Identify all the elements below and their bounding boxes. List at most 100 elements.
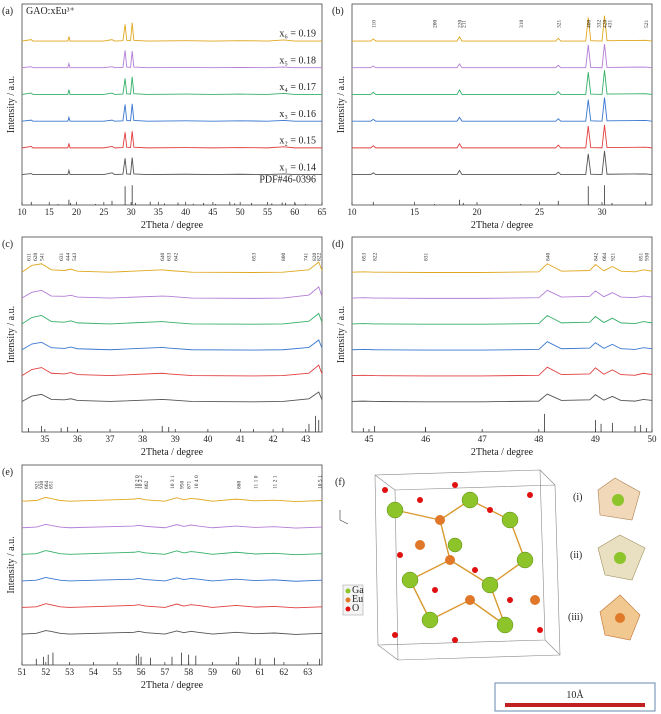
peak-label: 211 <box>461 20 467 28</box>
x-tick-label: 55 <box>263 207 273 217</box>
series-line <box>21 312 323 325</box>
peak-label: 10 5 1 <box>318 475 324 489</box>
x-tick-label: 42 <box>269 434 278 444</box>
series-line <box>351 263 653 273</box>
plot-frame <box>21 464 323 666</box>
x-tick-label: 15 <box>45 207 55 217</box>
peak-label: 800 <box>281 253 287 262</box>
peak-label: 921 <box>610 253 616 262</box>
x-tick-label: 10 <box>348 207 358 217</box>
x-tick-label: 45 <box>364 434 374 444</box>
series-line <box>21 286 323 299</box>
peak-label: 631 <box>59 253 65 262</box>
x-tick-label: 54 <box>89 667 99 677</box>
series-line <box>21 496 323 502</box>
peak-label: 10 3 1 <box>170 475 176 489</box>
x-tick-label: 50 <box>236 207 246 217</box>
peak-label: 10 2 0 <box>134 475 140 489</box>
x-tick-label: 25 <box>535 207 545 217</box>
eu-atoms <box>415 515 540 605</box>
peak-label: 840 <box>545 253 551 262</box>
polyhedron-label: (i) <box>573 492 582 503</box>
x-tick-label: 20 <box>473 207 483 217</box>
series-line <box>21 523 323 529</box>
peak-label: 950 <box>180 481 186 490</box>
series-line <box>352 150 653 176</box>
series-line <box>21 157 322 176</box>
series-line <box>352 70 653 95</box>
x-tick-label: 40 <box>203 434 213 444</box>
panel-label: (b) <box>332 6 344 17</box>
series-line <box>21 261 323 273</box>
peak-label: 664 <box>602 253 608 262</box>
x-tick-label: 47 <box>478 434 488 444</box>
series-label: x₆ = 0.19 <box>279 29 316 40</box>
peak-label: 880 <box>237 481 243 490</box>
peak-label: 332 <box>596 20 602 29</box>
x-tick-label: 65 <box>318 207 328 217</box>
peak-label: 851 <box>49 481 55 490</box>
x-tick-label: 59 <box>208 667 218 677</box>
plot-frame <box>351 236 653 433</box>
x-tick-label: 48 <box>534 434 544 444</box>
x-tick-label: 60 <box>290 207 300 217</box>
chart-title: GAO:xEu³⁺ <box>26 6 75 17</box>
x-tick-label: 36 <box>73 434 83 444</box>
x-tick-label: 35 <box>154 207 164 217</box>
x-tick-label: 43 <box>301 434 311 444</box>
o-atoms <box>382 482 543 643</box>
x-tick-label: 15 <box>410 207 420 217</box>
x-tick-label: 58 <box>184 667 194 677</box>
peak-label: 862 <box>144 481 150 490</box>
x-tick-label: 53 <box>65 667 75 677</box>
series-line <box>351 366 653 377</box>
x-tick-label: 10 <box>18 207 28 217</box>
legend-label: O <box>352 603 359 614</box>
x-tick-label: 55 <box>113 667 123 677</box>
panel-label: (f) <box>335 477 345 488</box>
peak-label: 431 <box>608 20 614 29</box>
reference-label: PDF#46-0396 <box>259 174 316 185</box>
x-tick-label: 30 <box>598 207 608 217</box>
peak-label: 930 <box>39 481 45 490</box>
x-tick-label: 49 <box>591 434 601 444</box>
x-tick-label: 56 <box>137 667 147 677</box>
peak-label: 653 <box>361 253 367 262</box>
peak-label: 220 <box>458 20 464 29</box>
axes-glyph <box>339 510 349 525</box>
peak-label: 921 <box>34 481 40 490</box>
series-line <box>21 103 322 122</box>
series-line <box>21 364 323 377</box>
legend-label: Eu <box>352 594 363 605</box>
peak-label: 930 <box>644 253 650 262</box>
series-line <box>21 339 323 351</box>
peak-label: 11 2 1 <box>272 475 278 489</box>
x-tick-label: 35 <box>40 434 50 444</box>
peak-label: 310 <box>519 20 525 29</box>
y-axis-label: Intensity / a.u. <box>336 306 347 363</box>
series-line <box>351 289 653 299</box>
series-label: x₂ = 0.15 <box>279 136 316 147</box>
scale-label: 10Å <box>566 689 584 701</box>
series-line <box>21 22 322 42</box>
x-tick-label: 37 <box>106 434 116 444</box>
y-axis-label: Intensity / a.u. <box>6 76 17 133</box>
x-tick-label: 62 <box>279 667 288 677</box>
x-tick-label: 39 <box>171 434 181 444</box>
series-line <box>352 124 653 149</box>
peak-label: 110 <box>371 20 377 28</box>
polyhedron-label: (iii) <box>568 612 583 623</box>
x-axis-label: 2Theta / degree <box>141 220 204 231</box>
peak-label: 400 <box>586 20 592 29</box>
series-label: x₁ = 0.14 <box>279 162 316 173</box>
x-tick-label: 25 <box>99 207 109 217</box>
y-axis-label: Intensity / a.u. <box>336 76 347 133</box>
plot-frame <box>351 3 653 206</box>
x-tick-label: 30 <box>127 207 137 217</box>
series-line <box>352 97 653 122</box>
peak-label: 741 <box>304 253 310 262</box>
x-tick-label: 57 <box>160 667 170 677</box>
series-line <box>21 630 323 635</box>
x-tick-label: 50 <box>648 434 658 444</box>
x-tick-label: 51 <box>18 667 27 677</box>
